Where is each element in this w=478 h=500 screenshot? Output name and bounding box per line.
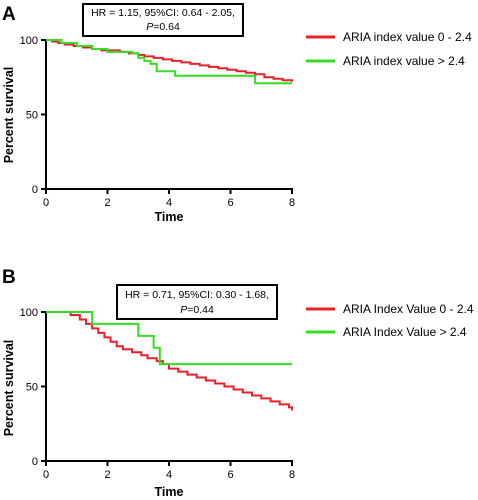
panel-b-x-tick-label-0: 0 xyxy=(43,469,49,481)
panel-a-series-green-curve xyxy=(46,39,292,85)
panel-a-y-axis-label: Percent survival xyxy=(2,67,16,164)
panel-a-ticks: 0 2 4 6 8 0 50 100 xyxy=(20,35,295,209)
panel-a-y-tick-label-0: 0 xyxy=(32,184,38,196)
panel-b-legend-label-red: ARIA Index Value 0 - 2.4 xyxy=(343,302,474,316)
panel-a-y-tick-label-2: 100 xyxy=(20,35,38,47)
panel-b-y-tick-label-1: 50 xyxy=(26,382,38,394)
panel-b-series-green-curve xyxy=(46,311,292,366)
panel-a: A Percent survival Time 0 2 4 6 8 0 50 100 HR =… xyxy=(2,3,472,224)
panel-a-p-value: =0.64 xyxy=(153,21,180,33)
panel-a-hr-text: HR = 1.15, 95%CI: 0.64 - 2.05, xyxy=(91,7,235,19)
panel-b-x-tick-label-3: 6 xyxy=(227,469,233,481)
panel-a-p-text: P=0.64 xyxy=(146,21,180,33)
panel-a-x-tick-label-4: 8 xyxy=(289,197,295,209)
panel-b-annotation-box: HR = 0.71, 95%CI: 0.30 - 1.68, P=0.44 xyxy=(116,284,278,320)
panel-a-legend-label-green: ARIA index value > 2.4 xyxy=(343,54,465,68)
panel-b-series-red-curve xyxy=(46,311,293,411)
panel-b-legend: ARIA Index Value 0 - 2.4 ARIA Index Valu… xyxy=(306,302,474,339)
panel-a-legend: ARIA index value 0 - 2.4 ARIA index valu… xyxy=(306,30,472,68)
panel-b: B Percent survival Time 0 2 4 6 8 0 50 100 HR =… xyxy=(2,267,474,499)
panel-b-y-axis-label: Percent survival xyxy=(2,340,16,437)
panel-b-x-tick-label-4: 8 xyxy=(289,469,295,481)
panel-a-x-tick-label-1: 2 xyxy=(104,197,110,209)
panel-a-x-tick-label-0: 0 xyxy=(43,197,49,209)
panel-a-annotation-box: HR = 1.15, 95%CI: 0.64 - 2.05, P=0.64 xyxy=(82,3,244,37)
panel-b-legend-label-green: ARIA Index Value > 2.4 xyxy=(343,325,467,339)
panel-b-label: B xyxy=(2,267,16,288)
panel-b-p-label: P xyxy=(180,304,187,316)
panel-a-x-axis-label: Time xyxy=(155,210,184,224)
panel-b-x-tick-label-2: 4 xyxy=(166,469,172,481)
panel-a-label: A xyxy=(2,4,16,25)
panel-b-p-value: =0.44 xyxy=(187,304,214,316)
panel-b-ticks: 0 2 4 6 8 0 50 100 xyxy=(20,307,295,481)
panel-a-legend-label-red: ARIA index value 0 - 2.4 xyxy=(343,30,472,44)
panel-b-x-axis-label: Time xyxy=(155,485,184,499)
panel-b-y-tick-label-2: 100 xyxy=(20,307,38,319)
panel-b-y-tick-label-0: 0 xyxy=(32,456,38,468)
panel-b-hr-text: HR = 0.71, 95%CI: 0.30 - 1.68, xyxy=(125,289,269,301)
panel-a-x-tick-label-2: 4 xyxy=(166,197,172,209)
panel-a-x-tick-label-3: 6 xyxy=(227,197,233,209)
panel-a-y-tick-label-1: 50 xyxy=(26,110,38,122)
panel-b-p-text: P=0.44 xyxy=(180,304,214,316)
panel-a-p-label: P xyxy=(146,21,153,33)
panel-a-curves xyxy=(46,39,293,85)
panel-b-x-tick-label-1: 2 xyxy=(104,469,110,481)
panel-b-curves xyxy=(46,311,293,411)
